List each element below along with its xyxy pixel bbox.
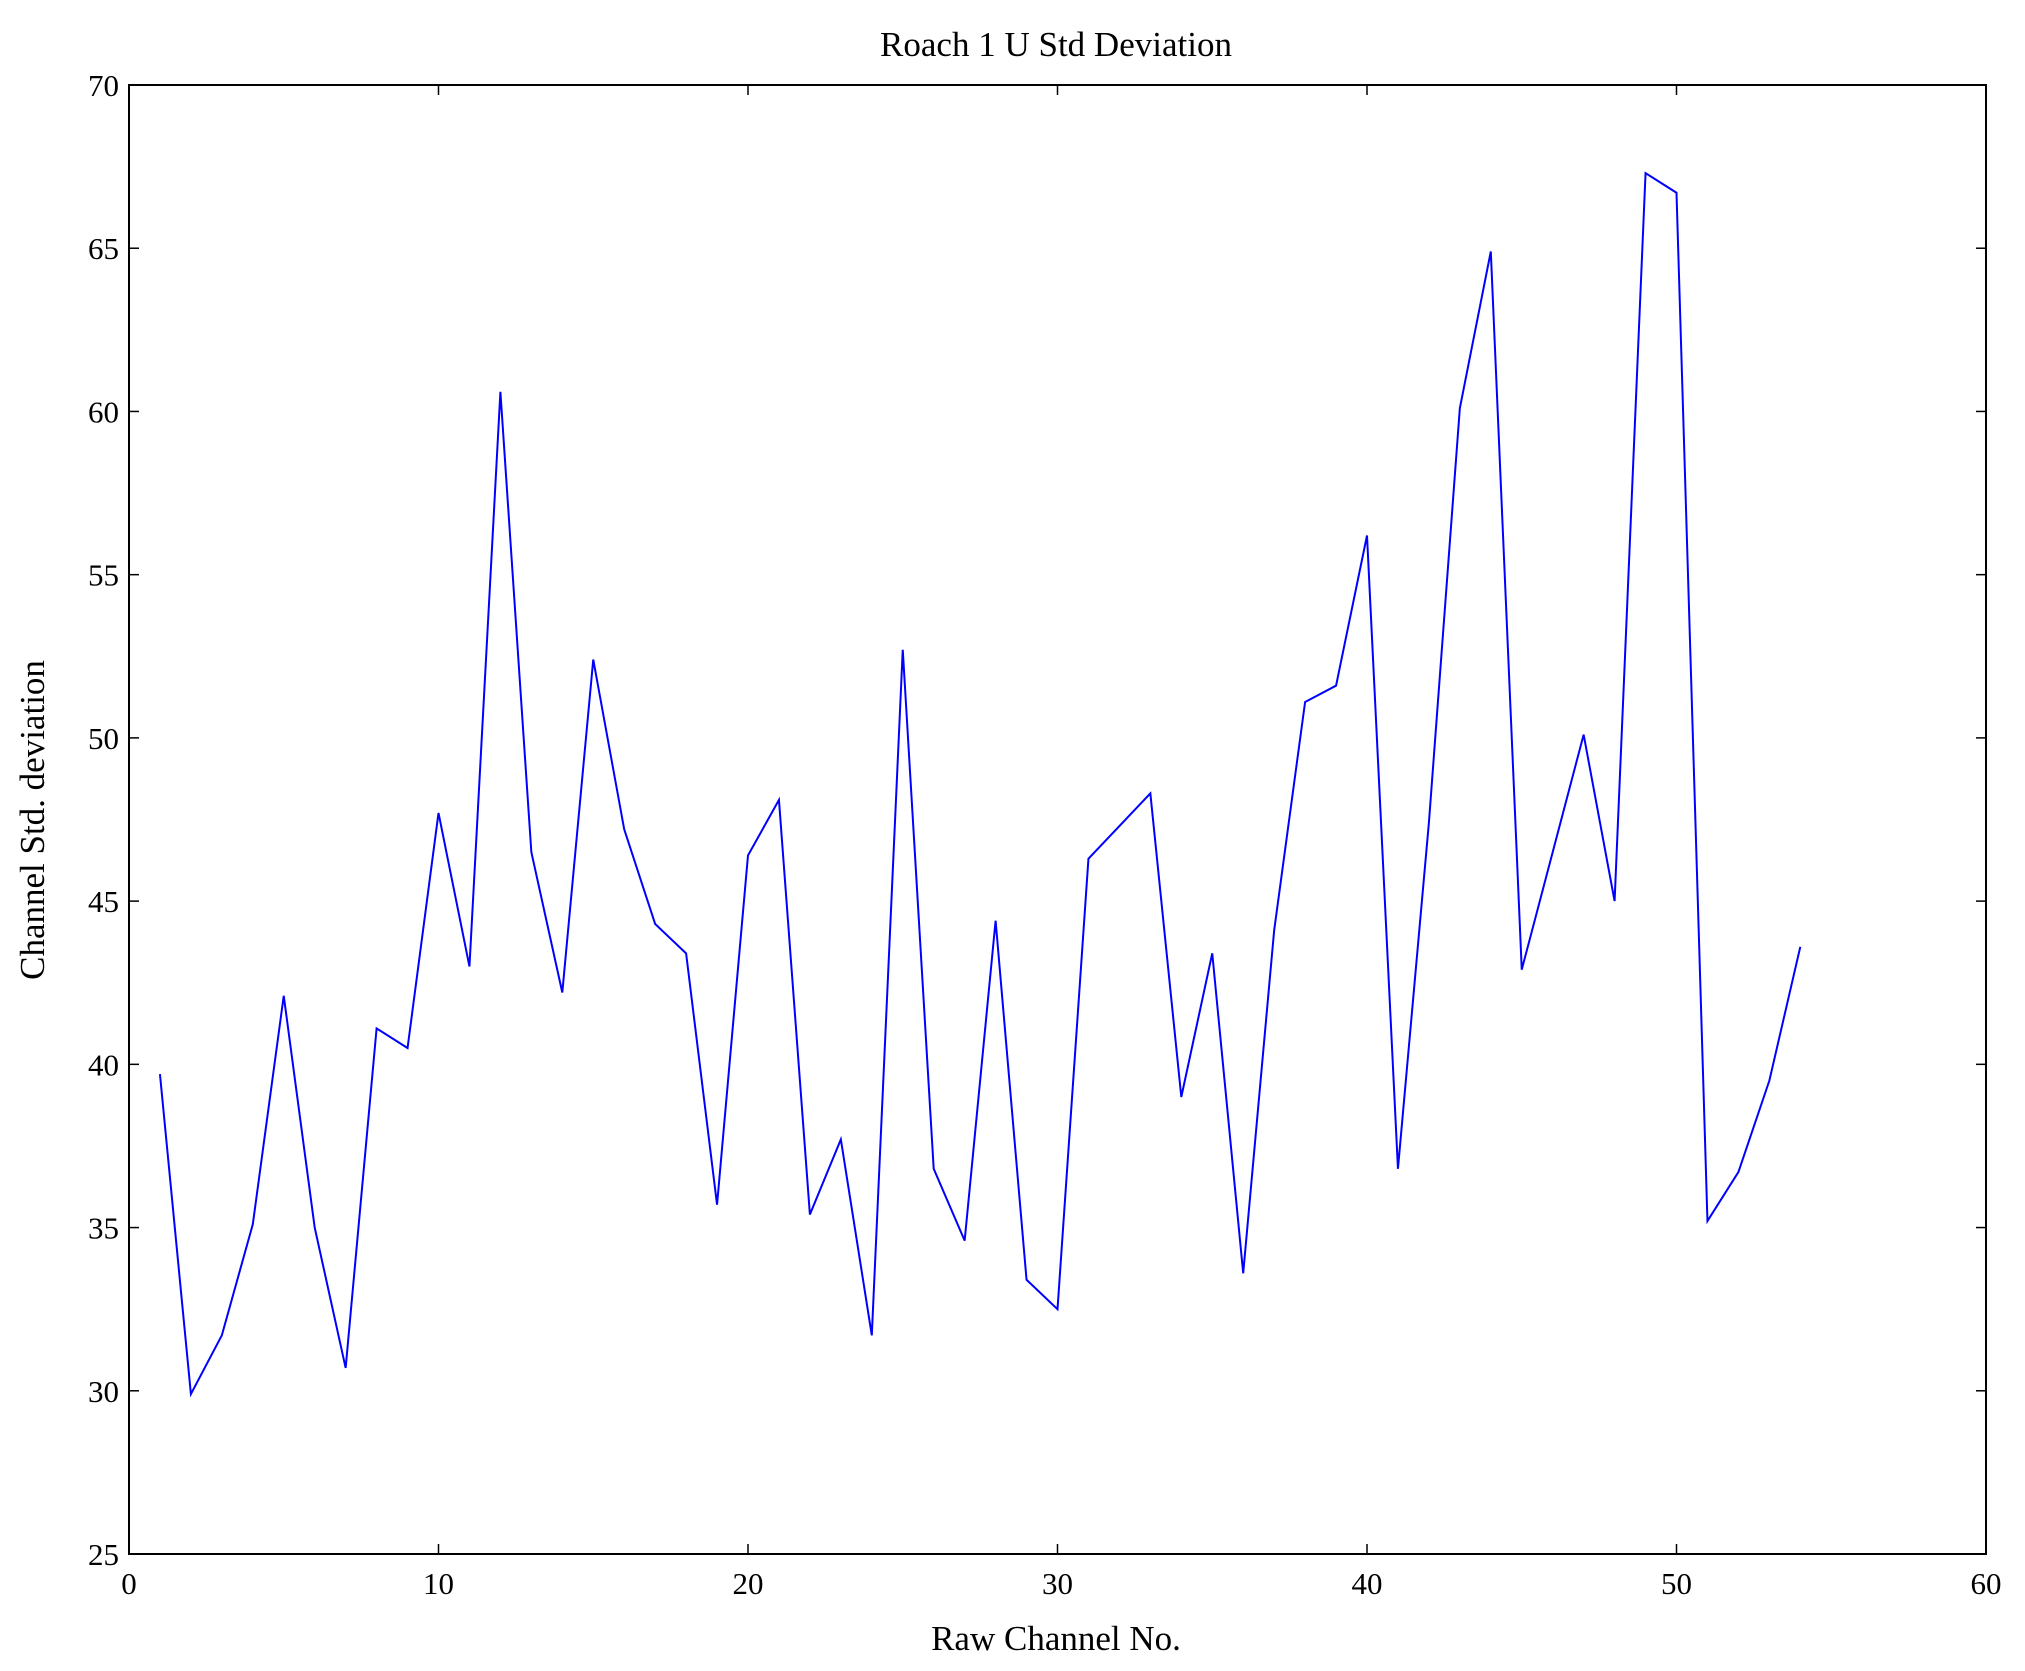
x-axis-label: Raw Channel No. <box>931 1619 1181 1658</box>
y-tick-label: 25 <box>88 1537 119 1572</box>
y-tick-label: 60 <box>88 394 119 429</box>
y-tick-label: 55 <box>88 558 119 593</box>
x-tick-label: 20 <box>733 1566 764 1601</box>
series-line-std <box>158 171 1802 1398</box>
x-tick-label: 10 <box>423 1566 454 1601</box>
y-tick-label: 70 <box>88 68 119 103</box>
x-tick-label: 30 <box>1042 1566 1073 1601</box>
y-axis-label: Channel Std. deviation <box>13 660 52 980</box>
x-tick-label: 60 <box>1971 1566 2002 1601</box>
y-tick-label: 50 <box>88 721 119 756</box>
x-tick-label: 50 <box>1661 1566 1692 1601</box>
chart-title: Roach 1 U Std Deviation <box>880 25 1232 64</box>
plot-frame <box>128 84 1987 1555</box>
y-tick-label: 45 <box>88 884 119 919</box>
y-tick-label: 35 <box>88 1211 119 1246</box>
x-tick-label: 40 <box>1352 1566 1383 1601</box>
y-tick-label: 40 <box>88 1047 119 1082</box>
x-tick-label: 0 <box>121 1566 137 1601</box>
y-tick-label: 30 <box>88 1374 119 1409</box>
y-tick-label: 65 <box>88 231 119 266</box>
